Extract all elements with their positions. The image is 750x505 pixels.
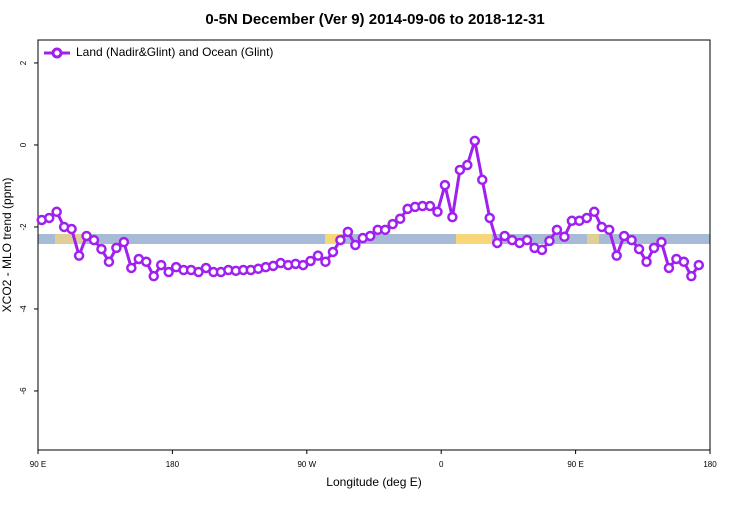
data-point [439, 179, 451, 191]
y-axis-label: XCO2 - MLO trend (ppm) [0, 178, 14, 313]
data-point [297, 259, 309, 271]
data-point [163, 266, 174, 278]
data-point [484, 212, 495, 224]
y-tick-label: -2 [19, 223, 28, 231]
legend-marker [51, 47, 63, 59]
data-point [148, 270, 159, 282]
land-band [456, 234, 492, 244]
data-point [73, 250, 85, 261]
data-point [499, 230, 510, 242]
data-point [686, 270, 697, 282]
data-point [477, 174, 488, 186]
data-point [335, 234, 346, 246]
data-point [663, 262, 675, 274]
data-point [447, 211, 458, 223]
y-tick-label: 0 [19, 142, 28, 147]
x-tick-label: 90 W [297, 460, 316, 469]
data-point [66, 223, 77, 235]
data-point [491, 237, 503, 249]
x-tick-label: 0 [439, 460, 444, 469]
data-point [432, 206, 443, 218]
data-point [626, 234, 637, 246]
data-point [305, 255, 316, 267]
data-point [656, 236, 667, 248]
y-tick-label: -4 [19, 305, 28, 313]
data-point [641, 256, 652, 268]
y-tick-label: -6 [19, 387, 28, 395]
chart-title: 0-5N December (Ver 9) 2014-09-06 to 2018… [205, 11, 544, 28]
data-point [350, 239, 361, 251]
data-point [96, 243, 107, 255]
data-point [693, 259, 705, 271]
data-point [111, 242, 122, 254]
data-point [678, 256, 690, 268]
land-band [325, 234, 341, 244]
land-band [587, 234, 599, 244]
data-point [118, 236, 130, 248]
x-axis-label: Longitude (deg E) [326, 475, 421, 489]
data-point [141, 256, 152, 268]
plot-frame [37, 39, 711, 451]
data-point [342, 226, 354, 238]
data-point [88, 234, 100, 246]
data-point [581, 212, 593, 224]
data-point [633, 243, 645, 255]
data-point [327, 246, 339, 258]
data-point [648, 242, 660, 254]
data-point [544, 235, 555, 247]
data-point [103, 256, 115, 268]
data-point [611, 250, 622, 261]
data-point [559, 231, 570, 243]
data-point [618, 230, 630, 242]
legend-label: Land (Nadir&Glint) and Ocean (Glint) [76, 45, 273, 59]
data-point [320, 256, 331, 268]
data-point [126, 262, 137, 274]
data-point [603, 224, 615, 236]
data-point [454, 164, 466, 176]
data-point [365, 230, 376, 242]
data-point [536, 244, 548, 256]
y-tick-label: 2 [19, 60, 28, 65]
x-tick-label: 90 E [30, 460, 46, 469]
data-point [81, 230, 92, 242]
data-point [379, 224, 391, 236]
data-point [200, 262, 212, 274]
data-point [51, 206, 62, 218]
data-point [469, 135, 481, 147]
data-point [312, 250, 324, 261]
data-point [394, 213, 406, 225]
data-point [589, 206, 600, 218]
data-point [462, 159, 473, 171]
data-point [193, 266, 204, 278]
data-point [521, 234, 533, 246]
land-band [55, 234, 85, 244]
x-tick-label: 90 E [567, 460, 583, 469]
legend: Land (Nadir&Glint) and Ocean (Glint) [44, 45, 273, 59]
data-point [551, 224, 563, 236]
x-tick-label: 180 [703, 460, 717, 469]
data-point [43, 212, 55, 224]
x-tick-label: 180 [166, 460, 180, 469]
data-point [424, 200, 436, 212]
data-point [155, 259, 167, 271]
data-point [387, 218, 398, 230]
